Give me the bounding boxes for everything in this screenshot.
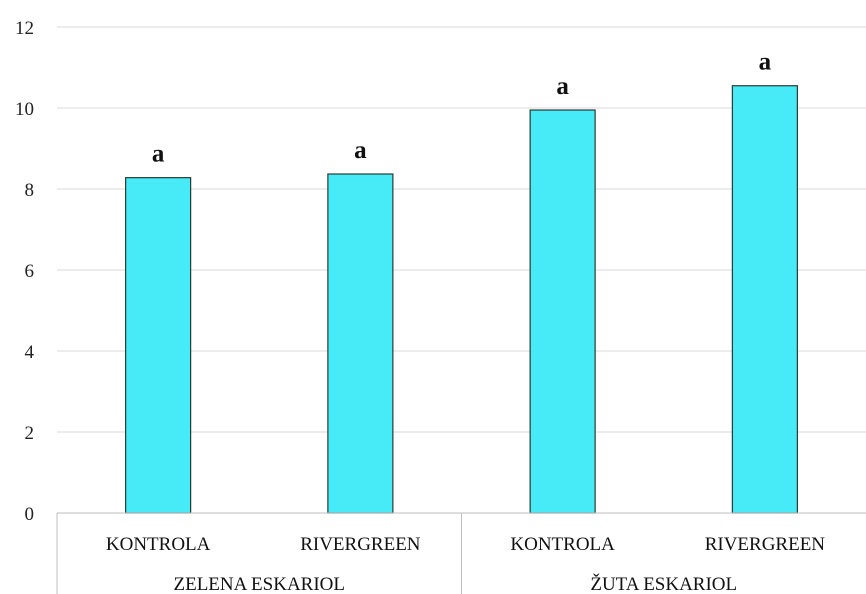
y-tick-label: 8 [25,180,35,201]
y-tick-label: 12 [15,18,34,39]
bar [125,177,192,514]
x-category-label: RIVERGREEN [300,534,421,555]
y-tick-label: 10 [15,99,34,120]
bar [731,85,798,514]
bar [529,109,596,514]
y-tick-label: 0 [25,504,35,525]
y-tick-label: 2 [25,423,35,444]
y-tick-label: 6 [25,261,35,282]
gridlines [57,26,866,433]
x-axis: KONTROLA RIVERGREEN KONTROLA RIVERGREEN ZELE… [56,512,866,594]
bars [125,85,798,514]
x-group-label: ŽUTA ESKARIOL [590,573,737,594]
data-label: a [759,49,772,76]
y-axis-tick-labels: 0 2 4 6 8 10 12 [15,18,35,525]
x-category-label: RIVERGREEN [705,534,826,555]
x-category-label: KONTROLA [106,534,211,555]
data-labels: a a a a [152,49,772,168]
data-label: a [152,141,165,168]
x-category-label: KONTROLA [510,534,615,555]
data-label: a [556,73,569,100]
x-group-label: ZELENA ESKARIOL [173,574,345,594]
y-tick-label: 4 [25,342,35,363]
data-label: a [354,137,367,164]
bar [327,173,394,514]
